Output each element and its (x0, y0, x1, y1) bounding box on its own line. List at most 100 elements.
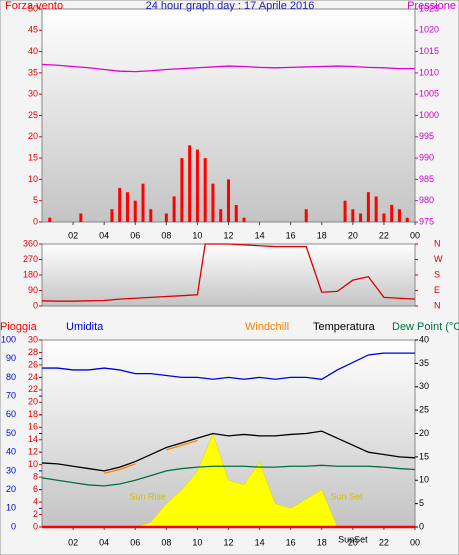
line (41, 63, 415, 73)
y-tick-label: 270 (23, 254, 38, 264)
y-tick-label: W (434, 254, 443, 264)
line (41, 243, 416, 302)
bar (359, 213, 363, 222)
y-tick-label: 975 (419, 216, 434, 226)
y-tick-label: 14 (28, 434, 38, 444)
y-tick-label: 1000 (419, 110, 439, 120)
bar (203, 158, 207, 222)
bar (304, 209, 308, 222)
y-tick-label: 8 (33, 472, 38, 482)
y-tick-label: 20 (28, 397, 38, 407)
y-tick-label: 26 (28, 359, 38, 369)
bar (110, 209, 114, 222)
x-tick-label: 12 (223, 230, 233, 240)
y-tick-label: 40 (28, 46, 38, 56)
y-tick-label: 1025 (419, 3, 439, 13)
bar (366, 192, 370, 222)
y-tick-label: 980 (419, 195, 434, 205)
annotation: SunSet (338, 534, 368, 544)
y-tick-label: 6 (33, 484, 38, 494)
axis-label: Forza vento (5, 0, 63, 12)
line (41, 430, 416, 472)
y-tick-label: 10 (28, 174, 38, 184)
y-tick-label: 5 (33, 195, 38, 205)
y-tick-label: 30 (6, 465, 16, 475)
y-tick-label: 45 (28, 25, 38, 35)
y-tick-label: 28 (28, 347, 38, 357)
x-tick-label: 22 (379, 537, 389, 547)
y-tick-label: 0 (11, 521, 16, 531)
legend-entry: Windchill (245, 321, 289, 333)
y-tick-label: 80 (6, 372, 16, 382)
y-tick-label: 15 (28, 152, 38, 162)
bar (219, 209, 223, 222)
bar (405, 217, 409, 222)
x-tick-label: 06 (130, 537, 140, 547)
y-tick-label: 0 (33, 216, 38, 226)
bar (195, 149, 199, 222)
y-tick-label: 70 (6, 390, 16, 400)
bar (397, 209, 401, 222)
y-tick-label: 24 (28, 372, 38, 382)
x-tick-label: 04 (99, 537, 109, 547)
y-tick-label: 25 (419, 405, 429, 415)
x-tick-label: 18 (317, 230, 327, 240)
y-tick-label: 50 (6, 428, 16, 438)
bar (211, 183, 215, 222)
bar (48, 217, 52, 222)
line (41, 464, 416, 487)
y-tick-label: 1020 (419, 25, 439, 35)
y-tick-label: 35 (28, 67, 38, 77)
annotation: Sun Rise (129, 491, 166, 501)
bar (188, 145, 192, 222)
y-tick-label: 20 (419, 428, 429, 438)
y-tick-label: 360 (23, 238, 38, 248)
y-tick-label: 12 (28, 447, 38, 457)
y-tick-label: 20 (28, 131, 38, 141)
y-tick-label: 35 (419, 358, 429, 368)
x-tick-label: 04 (99, 230, 109, 240)
bar (172, 196, 176, 222)
bar (180, 158, 184, 222)
y-tick-label: 20 (6, 484, 16, 494)
x-tick-label: 00 (410, 230, 420, 240)
y-tick-label: 985 (419, 174, 434, 184)
y-tick-label: N (434, 238, 441, 248)
y-tick-label: 40 (419, 334, 429, 344)
bar (133, 200, 137, 222)
x-tick-label: 08 (161, 230, 171, 240)
y-tick-label: 0 (419, 521, 424, 531)
y-tick-label: 30 (419, 381, 429, 391)
y-tick-label: 40 (6, 447, 16, 457)
axis-label: Pressione (407, 0, 456, 12)
y-tick-label: 2 (33, 509, 38, 519)
legend-entry: Umidita (66, 321, 104, 333)
y-tick-label: 0 (33, 300, 38, 310)
x-tick-label: 02 (68, 537, 78, 547)
x-tick-label: 18 (317, 537, 327, 547)
bar (234, 204, 238, 222)
x-tick-label: 10 (192, 230, 202, 240)
y-tick-label: 30 (28, 334, 38, 344)
bar (227, 179, 230, 222)
y-tick-label: 10 (6, 503, 16, 513)
legend-entry: Pioggia (0, 321, 38, 333)
x-tick-label: 16 (286, 230, 296, 240)
y-tick-label: 50 (28, 3, 38, 13)
y-tick-label: 16 (28, 422, 38, 432)
y-tick-label: 18 (28, 409, 38, 419)
bar (351, 209, 355, 222)
line (42, 352, 415, 380)
y-tick-label: 5 (419, 498, 424, 508)
bar (382, 213, 386, 222)
y-tick-label: 4 (33, 496, 38, 506)
y-tick-label: 25 (28, 110, 38, 120)
y-tick-label: 10 (28, 459, 38, 469)
y-tick-label: 990 (419, 152, 434, 162)
y-tick-label: 0 (33, 521, 38, 531)
x-tick-label: 08 (161, 537, 171, 547)
legend-entry: Temperatura (313, 321, 376, 333)
chart-title: 24 hour graph day : 17 Aprile 2016 (146, 0, 315, 12)
y-tick-label: 995 (419, 131, 434, 141)
plot-area (41, 243, 416, 307)
